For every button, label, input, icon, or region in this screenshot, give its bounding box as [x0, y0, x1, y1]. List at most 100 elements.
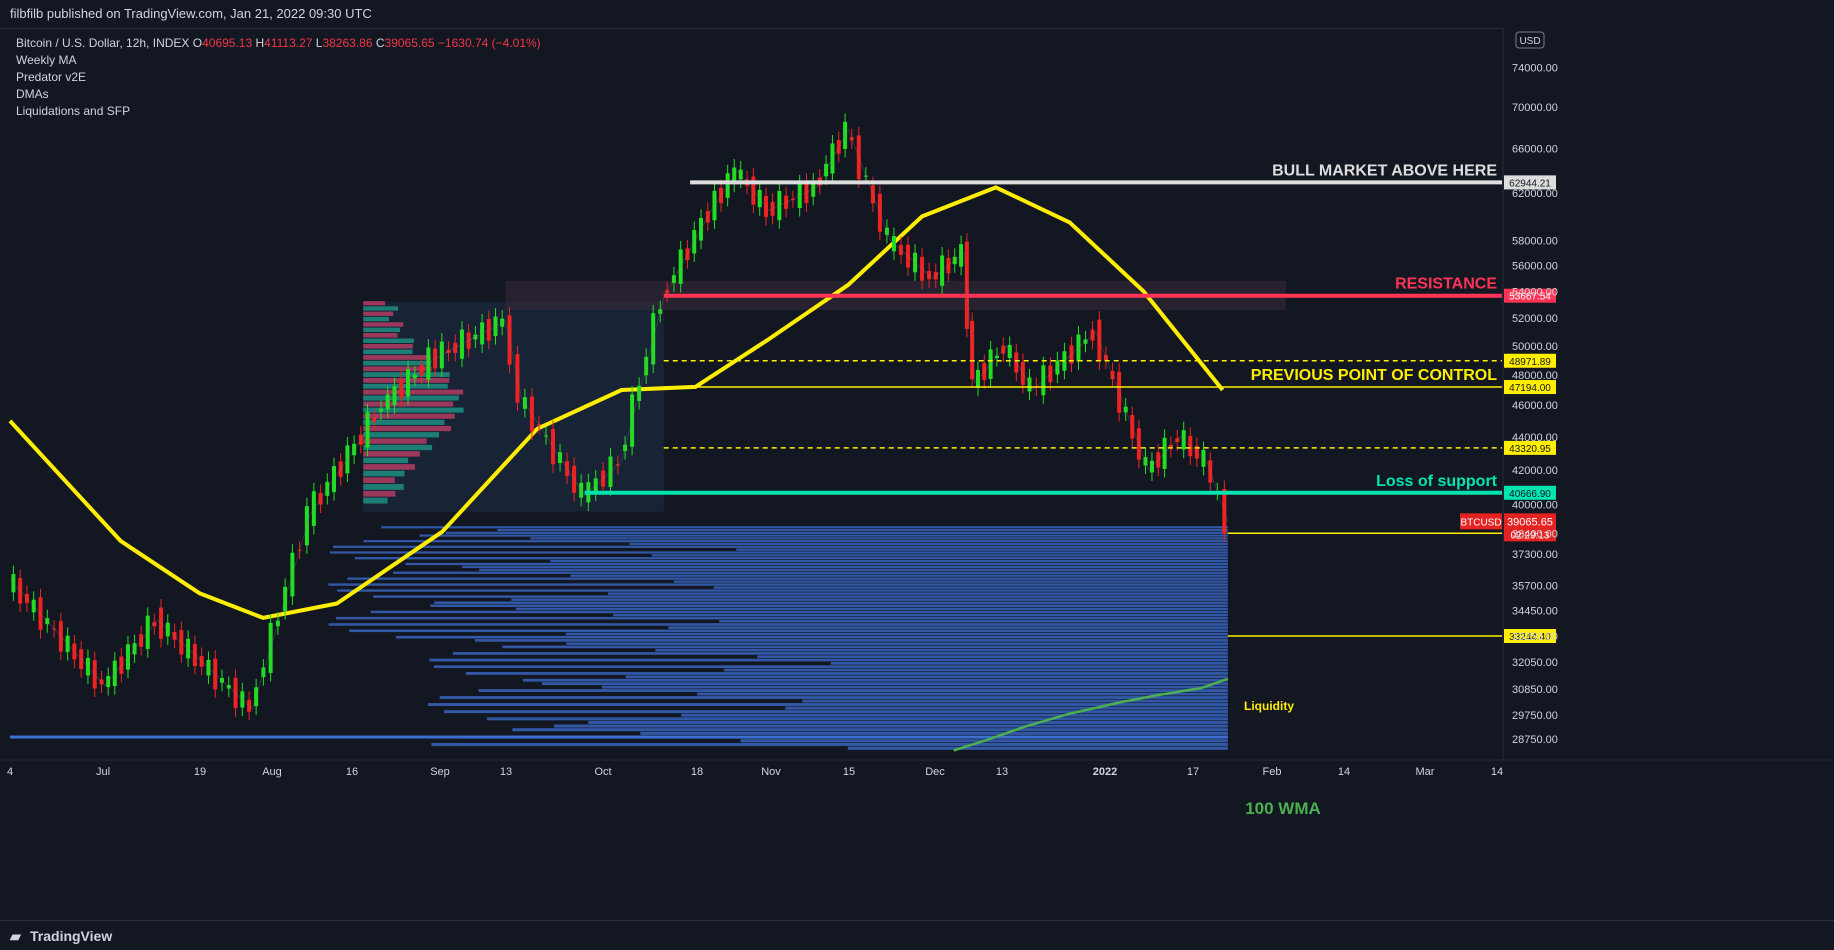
liquidity-bar — [570, 574, 1228, 577]
weekly-ma-line — [8, 185, 1225, 620]
ohlc-value-C: 39065.65 — [384, 36, 435, 50]
candle-body — [933, 271, 938, 280]
candle-body — [804, 181, 809, 204]
profile-bar — [363, 355, 431, 360]
candle-body — [459, 329, 464, 359]
profile-bar — [363, 344, 413, 349]
liquidity-bar — [629, 542, 1228, 546]
candle-body — [1181, 430, 1186, 450]
ohlc-key-H: H — [252, 36, 265, 50]
liquidity-bar — [336, 616, 1228, 620]
profile-bar — [363, 333, 398, 338]
candle-body — [994, 355, 999, 359]
last-symbol-tag — [1460, 513, 1502, 530]
x-tick-3: Aug — [262, 766, 282, 778]
candle-body — [551, 428, 556, 465]
liquidity-bar — [452, 652, 1228, 655]
profile-bar — [363, 413, 455, 419]
candle-body — [352, 443, 357, 456]
indicator-predator[interactable]: Predator v2E — [16, 70, 87, 84]
candle-body — [500, 318, 505, 327]
liquidity-bar — [349, 629, 1228, 633]
y-tick-0: 28750.00 — [1512, 734, 1558, 746]
candle-body — [658, 309, 663, 314]
annotation-wma: 100 WMA — [1245, 799, 1321, 818]
liquidity-bar — [347, 577, 1228, 580]
candle-body — [558, 452, 563, 463]
candle-body — [630, 394, 635, 447]
profile-bar — [363, 366, 432, 372]
candle-body — [615, 464, 620, 466]
wma-100-line — [953, 677, 1229, 752]
profile-bar — [363, 383, 448, 389]
level-price-tag-3 — [1504, 380, 1556, 395]
candle-body — [199, 655, 204, 667]
liquidity-bar — [393, 571, 1228, 574]
x-tick-13: 2022 — [1093, 766, 1117, 778]
candle-body — [297, 549, 302, 551]
candle-body — [725, 173, 730, 198]
candle-body — [318, 492, 323, 505]
y-tick-8: 38400.00 — [1512, 529, 1558, 541]
x-tick-6: 13 — [500, 766, 512, 778]
candle-body — [891, 236, 896, 252]
x-tick-18: 14 — [1491, 766, 1503, 778]
profile-bar — [363, 311, 394, 316]
candle-body — [378, 408, 383, 412]
candle-body — [72, 643, 77, 660]
candle-body — [1020, 362, 1025, 385]
symbol-name: Bitcoin / U.S. Dollar, 12h, INDEX — [16, 36, 190, 50]
indicator-weekly-ma[interactable]: Weekly MA — [16, 53, 77, 67]
profile-bar — [363, 316, 389, 322]
publish-bar: filbfilb published on TradingView.com, J… — [0, 0, 1834, 29]
y-tick-5: 34450.00 — [1512, 606, 1558, 618]
liquidity-bar — [427, 703, 1228, 707]
candle-body — [824, 163, 829, 177]
tradingview-logo[interactable]: ▰ TradingView — [10, 928, 112, 945]
liquidity-bar — [373, 595, 1228, 598]
liquidity-bar — [553, 724, 1228, 728]
candle-body — [311, 491, 316, 526]
candle-body — [399, 380, 404, 399]
liquidity-bar — [502, 645, 1228, 649]
liquidity-bar — [802, 699, 1228, 703]
liquidity-bar — [475, 639, 1228, 642]
candle-body — [65, 635, 70, 653]
candle-body — [24, 593, 29, 603]
y-tick-21: 70000.00 — [1512, 102, 1558, 114]
candle-body — [565, 461, 570, 476]
liquidity-bar — [588, 720, 1228, 724]
candle-body — [797, 183, 802, 208]
candle-body — [764, 195, 769, 218]
candle-body — [811, 181, 816, 197]
currency-badge[interactable] — [1515, 31, 1545, 49]
candle-body — [1027, 377, 1032, 392]
y-tick-12: 46000.00 — [1512, 400, 1558, 412]
liquidity-bar — [478, 689, 1228, 692]
liquidity-bar — [523, 678, 1228, 682]
candle-body — [261, 667, 266, 678]
candle-body — [623, 444, 628, 452]
liquidity-bar — [381, 526, 1228, 529]
candle-body — [192, 643, 197, 667]
level-price-tag-5 — [1504, 485, 1556, 500]
y-tick-20: 66000.00 — [1512, 144, 1558, 156]
candle-body — [358, 434, 363, 445]
liquidity-bar — [405, 562, 1228, 566]
candle-body — [1175, 438, 1180, 443]
candle-body — [952, 256, 957, 265]
ohlc-key-C: C — [372, 36, 385, 50]
price-change: −1630.74 (−4.01%) — [437, 36, 541, 50]
level-price-label-4: 43320.95 — [1509, 444, 1551, 455]
indicator-dmas[interactable]: DMAs — [16, 87, 49, 101]
liquidity-bar — [511, 598, 1228, 601]
candle-body — [1201, 449, 1206, 467]
x-tick-15: Feb — [1263, 766, 1282, 778]
liquidity-bar — [433, 665, 1228, 669]
candle-body — [699, 217, 704, 241]
candle-body — [665, 290, 670, 294]
indicator-liquidations[interactable]: Liquidations and SFP — [16, 104, 131, 118]
liquidity-bar — [462, 565, 1228, 569]
liquidity-bar — [655, 648, 1228, 652]
